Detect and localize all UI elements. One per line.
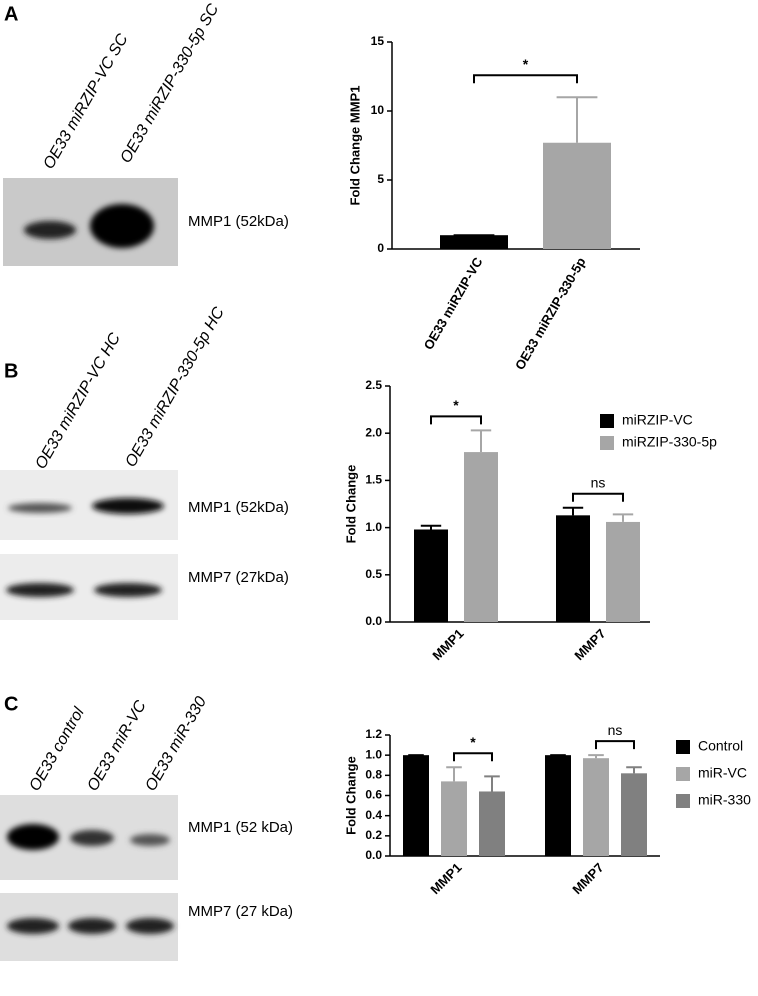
lane-label: OE33 miRZIP-VC SC [40,31,131,172]
blot-band [92,498,164,514]
blot-band [90,204,154,248]
bar [414,529,448,622]
y-tick-label: 1.0 [365,520,382,534]
blot-label: MMP7 (27kDa) [188,569,289,586]
bar [621,773,647,856]
bar [479,791,505,856]
significance-label: * [453,397,459,413]
y-tick-label: 2.5 [365,378,382,392]
error-bar [470,429,492,453]
blot-label: MMP1 (52 kDa) [188,819,293,836]
y-tick-label: 1.2 [365,727,382,741]
blot-band [70,830,114,846]
y-axis-label: Fold Change [343,465,358,544]
legend-swatch [676,794,690,808]
legend-swatch [676,740,690,754]
y-axis-label: Fold Change MMP1 [347,86,362,206]
bar [441,781,467,856]
panel-letter: B [4,360,18,382]
lane-label: OE33 miR-330 [142,694,210,794]
x-tick-label: OE33 miRZIP-VC [421,254,486,352]
legend-swatch [600,436,614,450]
error-bar [588,754,604,759]
x-tick-label: MMP1 [427,860,464,897]
x-tick-label: MMP1 [429,626,466,663]
lane-label: OE33 miRZIP-330-5p HC [122,304,228,470]
legend-label: miRZIP-330-5p [622,434,717,450]
significance-label: ns [591,474,606,490]
error-bar [612,513,634,522]
x-tick-label: MMP7 [571,626,608,663]
y-tick-label: 5 [377,172,384,186]
blot-band [130,834,170,846]
significance-bracket [572,492,624,502]
significance-bracket [430,415,482,425]
bar [556,515,590,622]
error-bar [420,524,442,530]
legend-swatch [600,414,614,428]
legend-label: miR-330 [698,792,751,808]
blot-band [68,918,116,934]
y-tick-label: 0.6 [365,788,382,802]
lane-label: OE33 miRZIP-330-5p SC [117,1,222,166]
y-axis-label: Fold Change [343,756,358,835]
y-tick-label: 1.0 [365,747,382,761]
bar [583,758,609,856]
error-bar [446,766,462,782]
lane-label: OE33 miR-VC [84,697,150,794]
blot-band [7,918,59,934]
panel-letter: A [4,3,18,25]
y-tick-label: 2.0 [365,425,382,439]
y-tick-label: 15 [371,34,385,48]
error-bar [556,96,598,143]
y-tick-label: 0.4 [365,808,382,822]
bar [464,452,498,622]
panel-letter: C [4,693,18,715]
x-tick-label: OE33 miRZIP-330-5p [512,255,589,373]
y-tick-label: 1.5 [365,473,382,487]
bar [440,235,508,249]
y-tick-label: 0.0 [365,848,382,862]
blot-label: MMP1 (52kDa) [188,213,289,230]
blot-band [126,918,174,934]
lane-label: OE33 control [26,704,88,794]
blot-band [8,503,72,513]
blot-band [7,824,59,850]
error-bar [562,506,584,516]
y-tick-label: 0.8 [365,768,382,782]
significance-bracket [453,752,493,762]
significance-label: ns [608,722,623,738]
legend-label: Control [698,738,743,754]
y-tick-label: 0 [377,241,384,255]
x-tick-label: MMP7 [569,860,606,897]
blot-band [24,221,76,239]
bar [606,521,640,622]
legend-swatch [676,767,690,781]
bar [543,142,611,249]
y-tick-label: 0.5 [365,567,382,581]
error-bar [484,775,500,792]
significance-label: * [523,56,529,72]
legend-label: miR-VC [698,765,747,781]
error-bar [626,766,642,774]
y-tick-label: 0.0 [365,614,382,628]
bar [545,755,571,856]
blot-label: MMP1 (52kDa) [188,499,289,516]
y-tick-label: 10 [371,103,385,117]
blot-band [94,583,162,597]
significance-bracket [595,740,635,750]
blot-label: MMP7 (27 kDa) [188,903,293,920]
bar [403,755,429,856]
y-tick-label: 0.2 [365,828,382,842]
legend-label: miRZIP-VC [622,412,693,428]
significance-bracket [473,74,578,84]
significance-label: * [470,734,476,750]
blot-band [6,583,74,597]
lane-label: OE33 miRZIP-VC HC [32,330,124,472]
